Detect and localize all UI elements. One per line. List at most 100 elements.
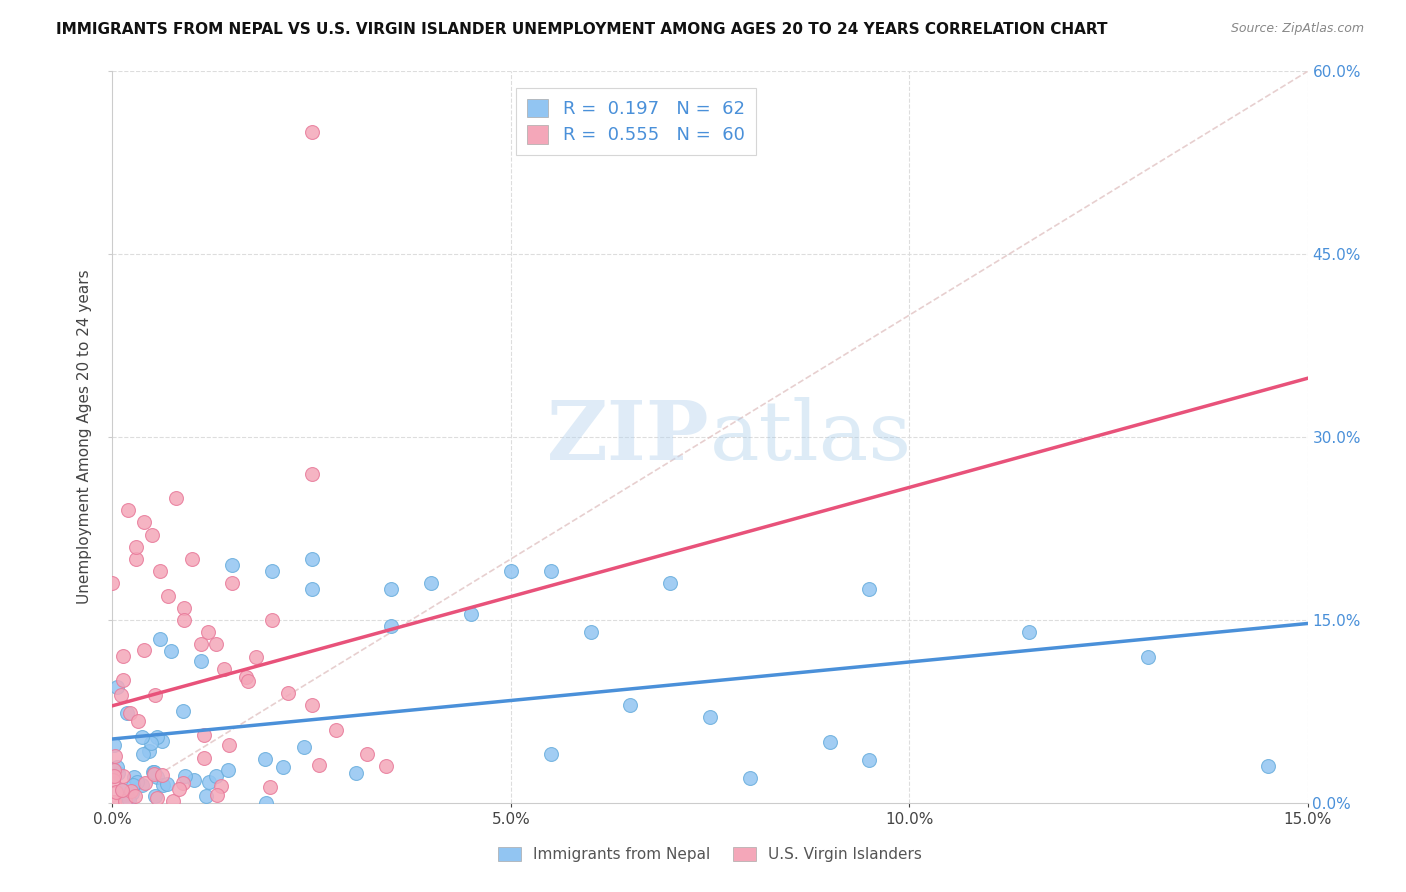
Point bbox=[738, 772, 761, 786]
Point bbox=[205, 788, 228, 802]
Point bbox=[301, 698, 323, 713]
Point bbox=[344, 765, 367, 780]
Point bbox=[150, 734, 173, 748]
Point bbox=[194, 789, 217, 803]
Text: ZIP: ZIP bbox=[547, 397, 710, 477]
Point bbox=[121, 786, 143, 800]
Point bbox=[205, 769, 228, 783]
Point bbox=[117, 503, 139, 517]
Point bbox=[138, 743, 160, 757]
Point bbox=[190, 654, 212, 668]
Point bbox=[198, 774, 221, 789]
Point bbox=[104, 749, 127, 764]
Point bbox=[193, 728, 215, 742]
Point bbox=[145, 730, 167, 744]
Point bbox=[308, 758, 330, 772]
Point bbox=[218, 739, 240, 753]
Point bbox=[139, 735, 162, 749]
Point bbox=[111, 648, 134, 663]
Point bbox=[122, 770, 145, 784]
Point bbox=[301, 125, 323, 139]
Point bbox=[172, 704, 194, 718]
Point bbox=[103, 738, 125, 752]
Point bbox=[181, 552, 204, 566]
Point bbox=[301, 582, 323, 597]
Point bbox=[173, 613, 195, 627]
Point bbox=[356, 747, 378, 761]
Point bbox=[260, 613, 283, 627]
Point bbox=[173, 600, 195, 615]
Point bbox=[818, 735, 841, 749]
Point bbox=[245, 649, 267, 664]
Point bbox=[235, 670, 257, 684]
Point bbox=[143, 767, 166, 781]
Point bbox=[127, 714, 149, 729]
Point bbox=[111, 768, 134, 782]
Point bbox=[103, 763, 125, 777]
Point bbox=[699, 710, 721, 724]
Point bbox=[141, 527, 163, 541]
Point bbox=[110, 782, 132, 797]
Point bbox=[271, 759, 294, 773]
Point bbox=[132, 747, 155, 761]
Point bbox=[125, 540, 148, 554]
Point bbox=[236, 673, 259, 688]
Point bbox=[197, 625, 219, 640]
Point bbox=[1257, 759, 1279, 773]
Point bbox=[122, 778, 145, 792]
Point bbox=[540, 747, 562, 761]
Point bbox=[143, 688, 166, 702]
Point bbox=[183, 773, 205, 788]
Point bbox=[150, 767, 173, 781]
Point bbox=[221, 558, 243, 573]
Point bbox=[101, 576, 124, 591]
Point bbox=[101, 772, 124, 787]
Legend: Immigrants from Nepal, U.S. Virgin Islanders: Immigrants from Nepal, U.S. Virgin Islan… bbox=[492, 840, 928, 868]
Point bbox=[125, 552, 148, 566]
Point bbox=[117, 791, 139, 805]
Point bbox=[110, 782, 132, 797]
Point bbox=[540, 564, 562, 578]
Point bbox=[115, 706, 138, 720]
Point bbox=[120, 706, 142, 720]
Point bbox=[209, 779, 232, 793]
Point bbox=[277, 686, 299, 700]
Point bbox=[254, 796, 277, 810]
Point bbox=[420, 576, 443, 591]
Point bbox=[858, 582, 880, 597]
Point bbox=[259, 780, 281, 794]
Point bbox=[325, 723, 347, 737]
Point bbox=[124, 789, 146, 803]
Point bbox=[114, 794, 136, 808]
Point bbox=[149, 632, 172, 647]
Point bbox=[146, 770, 169, 784]
Point bbox=[134, 776, 156, 790]
Point bbox=[157, 589, 180, 603]
Point bbox=[301, 552, 323, 566]
Point bbox=[579, 625, 602, 640]
Point bbox=[162, 794, 184, 808]
Point bbox=[103, 795, 125, 809]
Point bbox=[460, 607, 482, 621]
Point bbox=[292, 739, 315, 754]
Point bbox=[107, 766, 129, 780]
Point bbox=[1137, 649, 1160, 664]
Point bbox=[380, 619, 402, 633]
Point bbox=[212, 662, 235, 676]
Point bbox=[131, 730, 153, 744]
Point bbox=[156, 777, 179, 791]
Point bbox=[142, 764, 165, 779]
Text: Source: ZipAtlas.com: Source: ZipAtlas.com bbox=[1230, 22, 1364, 36]
Point bbox=[193, 751, 215, 765]
Point bbox=[132, 643, 155, 657]
Point bbox=[221, 576, 243, 591]
Point bbox=[125, 775, 148, 789]
Point bbox=[619, 698, 641, 713]
Point bbox=[254, 752, 277, 766]
Point bbox=[190, 637, 212, 651]
Point bbox=[174, 769, 197, 783]
Point bbox=[1018, 625, 1040, 640]
Point bbox=[858, 753, 880, 767]
Y-axis label: Unemployment Among Ages 20 to 24 years: Unemployment Among Ages 20 to 24 years bbox=[77, 269, 93, 605]
Point bbox=[167, 781, 190, 796]
